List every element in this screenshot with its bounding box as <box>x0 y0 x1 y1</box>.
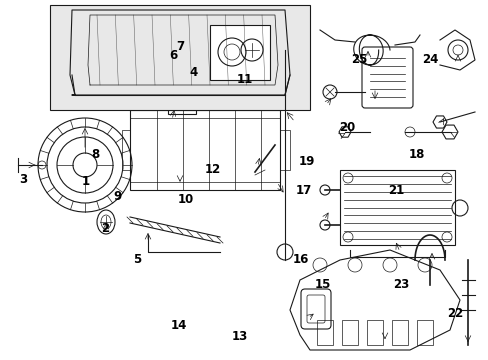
Text: 7: 7 <box>176 40 183 53</box>
Text: 11: 11 <box>236 73 252 86</box>
Text: 4: 4 <box>189 66 197 78</box>
Text: 8: 8 <box>91 148 99 161</box>
Text: 18: 18 <box>407 148 424 161</box>
Text: 9: 9 <box>113 190 121 203</box>
Text: 19: 19 <box>298 156 315 168</box>
Text: 15: 15 <box>314 278 330 291</box>
Text: 24: 24 <box>421 53 438 66</box>
Text: 12: 12 <box>204 163 221 176</box>
Text: 25: 25 <box>350 53 367 66</box>
Text: 17: 17 <box>295 184 312 197</box>
Text: 22: 22 <box>446 307 462 320</box>
Bar <box>122 130 130 170</box>
Text: 3: 3 <box>20 174 27 186</box>
Text: 5: 5 <box>133 253 141 266</box>
Text: 6: 6 <box>169 49 177 62</box>
Bar <box>280 130 289 170</box>
Text: 13: 13 <box>231 330 247 343</box>
Text: 16: 16 <box>292 253 309 266</box>
Text: 20: 20 <box>338 121 355 134</box>
Text: 2: 2 <box>101 222 109 235</box>
Text: 14: 14 <box>170 319 186 332</box>
Bar <box>339 170 454 245</box>
Text: 23: 23 <box>392 278 408 291</box>
Text: 21: 21 <box>387 184 404 197</box>
Bar <box>168 94 196 114</box>
Bar <box>366 320 382 345</box>
Text: 1: 1 <box>81 175 89 188</box>
Bar <box>316 320 332 345</box>
Bar <box>341 320 357 345</box>
Bar <box>391 320 407 345</box>
Bar <box>209 25 269 80</box>
Bar <box>416 320 432 345</box>
Text: 10: 10 <box>177 193 194 206</box>
Bar <box>50 5 309 110</box>
Bar <box>130 110 280 190</box>
